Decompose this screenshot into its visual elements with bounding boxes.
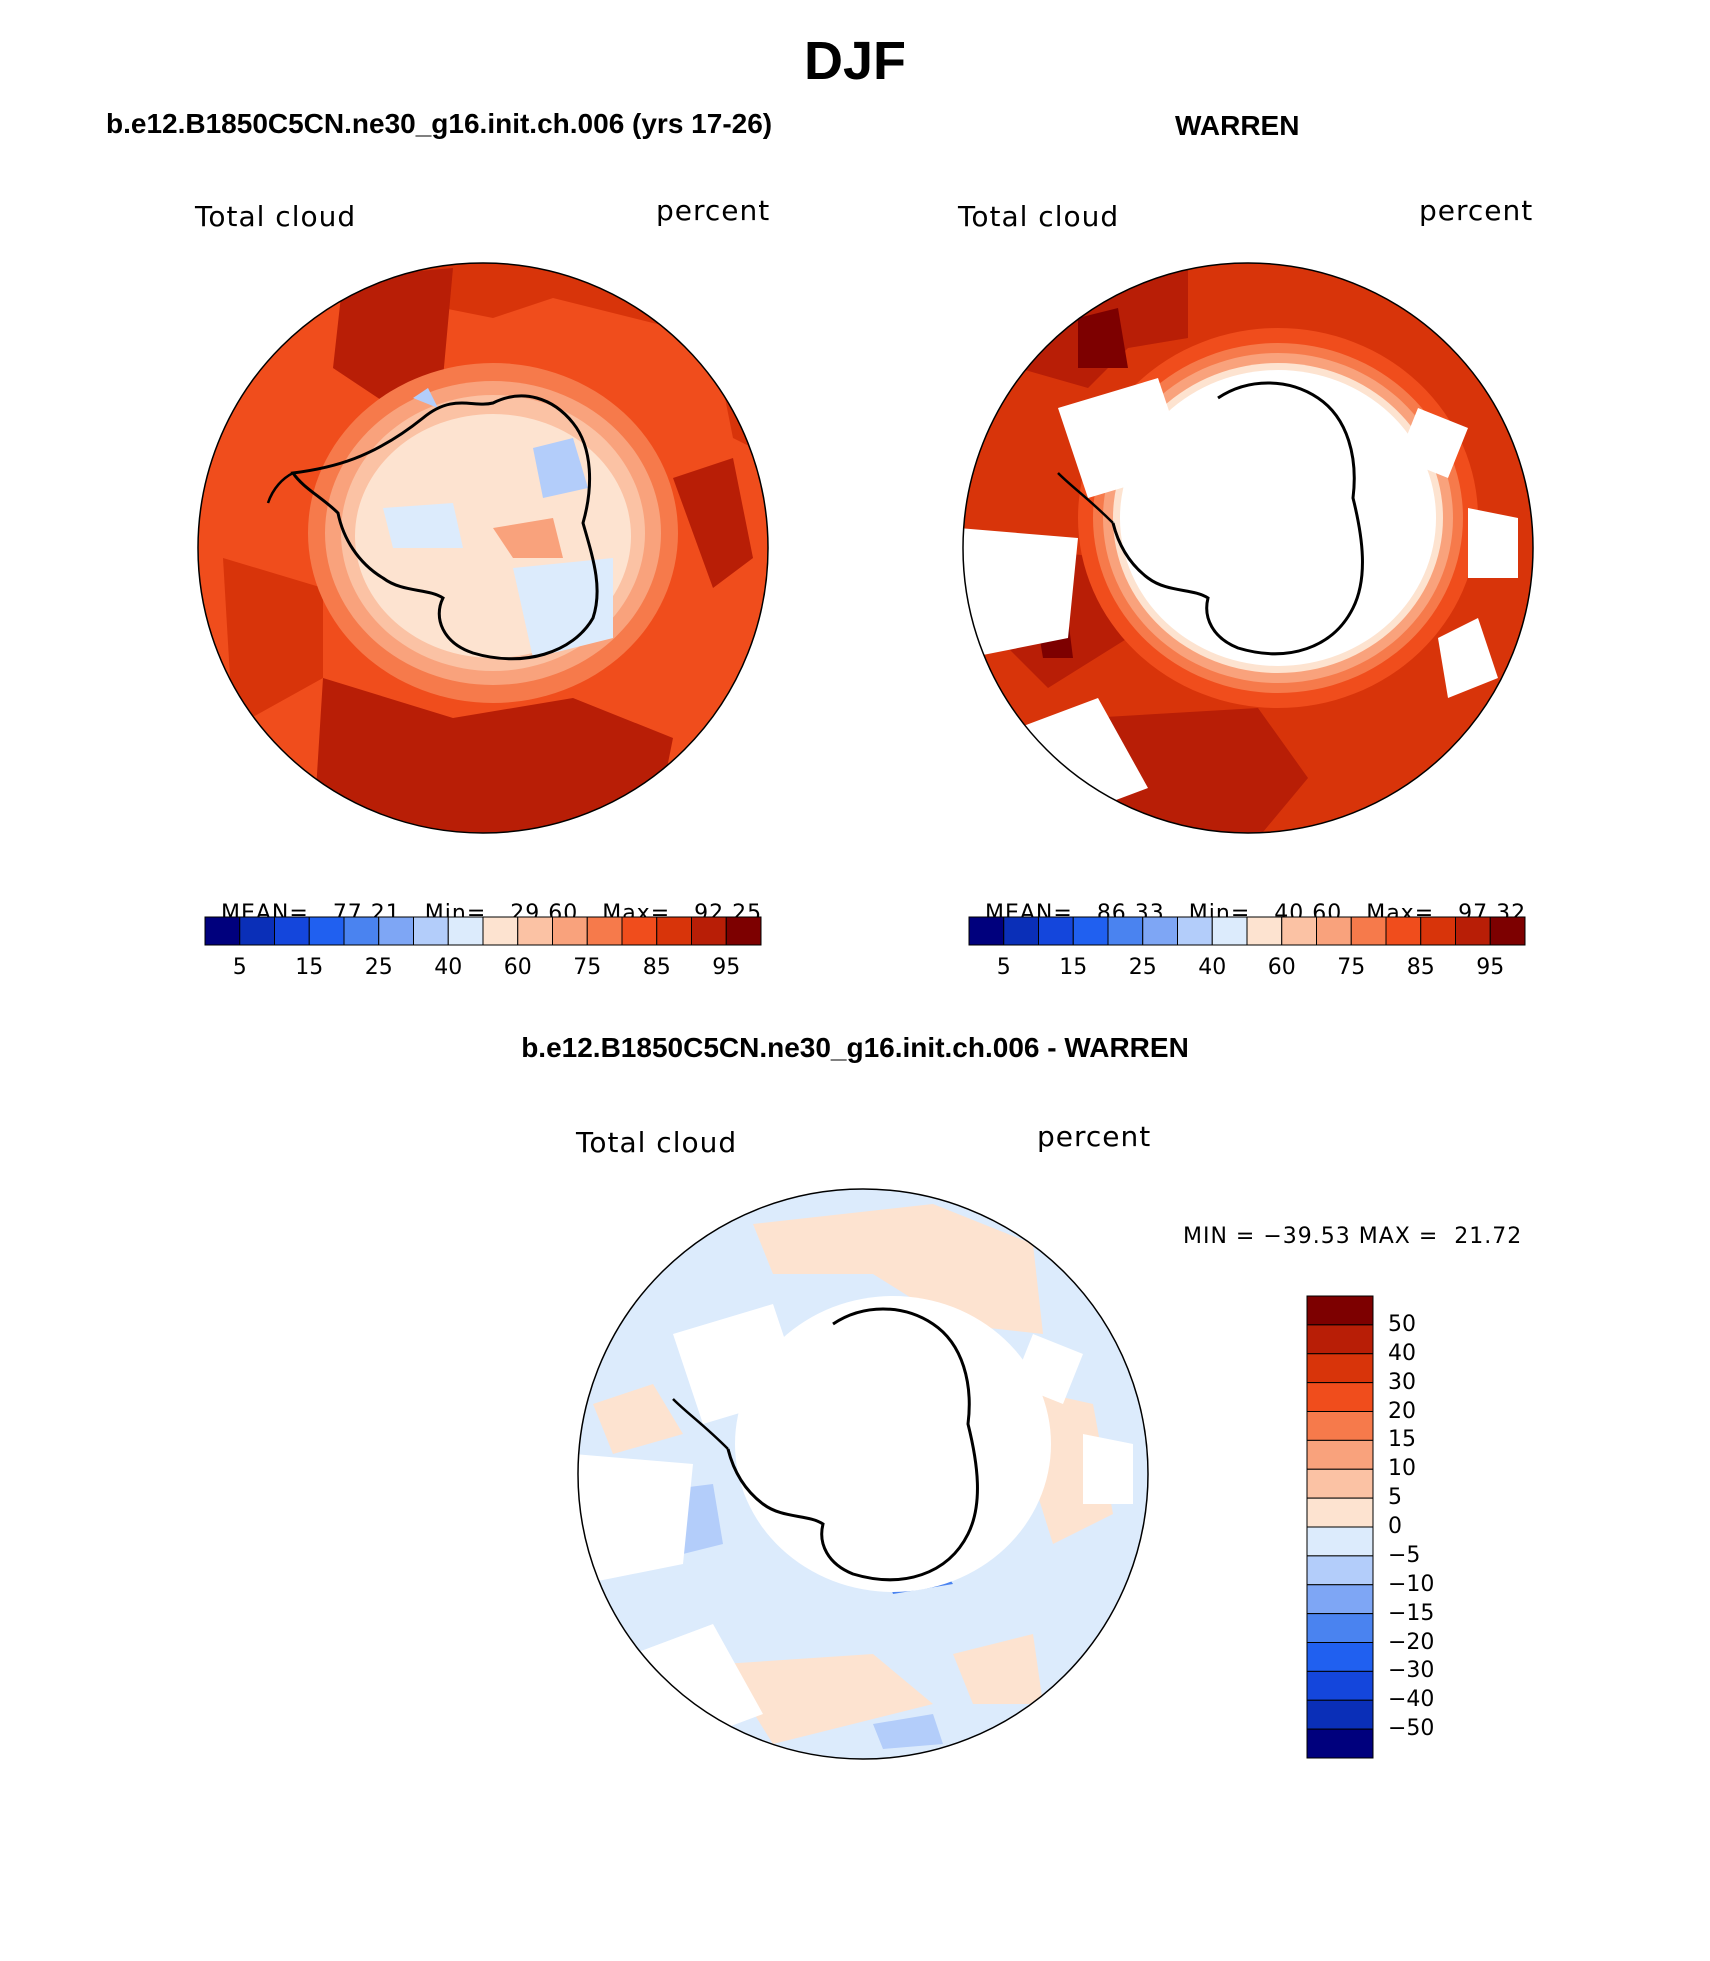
panel3-colorbar-tick-label: −15 bbox=[1388, 1600, 1435, 1626]
panel3-colorbar-ticks: 50 40 30 20 15 10 5 0 −5 −10 −15 −20 −30 −40 −50 bbox=[1384, 1295, 1474, 1759]
panel3-colorbar-tick-label: −10 bbox=[1388, 1571, 1435, 1597]
panel1-colorbar-swatch bbox=[413, 916, 449, 946]
panel3-colorbar-tick-label: 5 bbox=[1388, 1485, 1402, 1511]
panel1-colorbar-swatch bbox=[274, 916, 310, 946]
panel1-title: b.e12.B1850C5CN.ne30_g16.init.ch.006 (yr… bbox=[106, 108, 773, 139]
panel3-colorbar-swatch bbox=[1306, 1382, 1374, 1412]
panel2-colorbar-swatch bbox=[1316, 916, 1352, 946]
panel3-stats: MIN = −39.53 MAX = 21.72 bbox=[1183, 1224, 1523, 1249]
panel1-colorbar-tick-label: 75 bbox=[573, 955, 602, 980]
panel1-colorbar-tick-label: 60 bbox=[503, 955, 532, 980]
panel2-colorbar-swatch bbox=[1246, 916, 1283, 946]
figure-title: DJF bbox=[803, 31, 906, 91]
panel3-colorbar-swatch bbox=[1306, 1468, 1374, 1499]
panel2-colorbar-tick-label: 85 bbox=[1406, 955, 1435, 980]
panel2-colorbar-swatch bbox=[1455, 916, 1491, 946]
panel3-colorbar-tick-label: 10 bbox=[1388, 1456, 1416, 1482]
panel2-units-label: percent bbox=[1419, 194, 1534, 227]
panel1-colorbar-tick-label: 95 bbox=[712, 955, 741, 980]
panel3-colorbar-tick-label: −5 bbox=[1388, 1542, 1421, 1568]
panel1-colorbar-swatch bbox=[586, 916, 623, 946]
panel1-colorbar-tick-label: 85 bbox=[642, 955, 671, 980]
panel2-colorbar-tick-label: 75 bbox=[1337, 955, 1366, 980]
panel3-colorbar-tick-label: 40 bbox=[1388, 1340, 1416, 1366]
panel3-colorbar-tick-label: −50 bbox=[1388, 1716, 1435, 1742]
panel1-colorbar-swatch bbox=[447, 916, 484, 946]
panel1-colorbar-swatch bbox=[725, 916, 762, 946]
panel2-colorbar-swatch bbox=[1142, 916, 1178, 946]
panel2-colorbar bbox=[968, 916, 1526, 946]
panel3-colorbar bbox=[1306, 1295, 1374, 1759]
panel1-colorbar-swatch bbox=[239, 916, 275, 946]
panel2-colorbar-tick-label: 25 bbox=[1128, 955, 1157, 980]
panel2-colorbar-tick-label: 15 bbox=[1059, 955, 1088, 980]
panel3-colorbar-swatch bbox=[1306, 1497, 1374, 1528]
panel2-colorbar-swatch bbox=[968, 916, 1005, 946]
panel3-title: b.e12.B1850C5CN.ne30_g16.init.ch.006 - W… bbox=[521, 1032, 1189, 1063]
panel3-colorbar-swatch bbox=[1306, 1295, 1374, 1326]
panel3-colorbar-tick-label: −30 bbox=[1388, 1658, 1435, 1684]
panel2-colorbar-tick-label: 5 bbox=[996, 955, 1011, 980]
panel3-colorbar-swatch bbox=[1306, 1526, 1374, 1557]
panel3-units-label: percent bbox=[1037, 1120, 1152, 1153]
panel2-colorbar-swatch bbox=[1107, 916, 1144, 946]
panel3-colorbar-tick-label: 30 bbox=[1388, 1369, 1416, 1395]
panel2-colorbar-ticks: 5 15 25 40 60 75 85 95 bbox=[968, 955, 1526, 985]
panel2-colorbar-swatch bbox=[1489, 916, 1526, 946]
panel1-colorbar-swatch bbox=[621, 916, 658, 946]
panel3-colorbar-tick-label: −20 bbox=[1388, 1629, 1435, 1655]
panel1-colorbar-tick-label: 5 bbox=[232, 955, 247, 980]
panel3-colorbar-swatch bbox=[1306, 1411, 1374, 1441]
panel1-colorbar-swatch bbox=[517, 916, 553, 946]
panel2-colorbar-swatch bbox=[1003, 916, 1039, 946]
panel2-title: WARREN bbox=[1175, 110, 1300, 141]
panel1-colorbar-tick-label: 15 bbox=[295, 955, 324, 980]
panel1-colorbar-swatch bbox=[343, 916, 380, 946]
panel3-map bbox=[577, 1188, 1149, 1760]
panel3-colorbar-swatch bbox=[1306, 1555, 1374, 1586]
panel3-colorbar-swatch bbox=[1306, 1324, 1374, 1355]
panel2-colorbar-swatch bbox=[1177, 916, 1213, 946]
panel1-colorbar-tick-label: 25 bbox=[364, 955, 393, 980]
panel2-colorbar-swatch bbox=[1350, 916, 1387, 946]
panel3-colorbar-swatch bbox=[1306, 1353, 1374, 1384]
panel3-colorbar-swatch bbox=[1306, 1670, 1374, 1701]
panel3-colorbar-tick-label: 20 bbox=[1388, 1398, 1416, 1424]
panel3-colorbar-tick-label: −40 bbox=[1388, 1687, 1435, 1713]
panel2-colorbar-swatch bbox=[1038, 916, 1074, 946]
panel3-colorbar-tick-label: 0 bbox=[1388, 1514, 1402, 1539]
panel3-variable-label: Total cloud bbox=[576, 1126, 738, 1159]
panel3-colorbar-swatch bbox=[1306, 1439, 1374, 1470]
panel2-colorbar-swatch bbox=[1281, 916, 1317, 946]
panel1-colorbar-swatch bbox=[691, 916, 727, 946]
panel2-map bbox=[962, 262, 1534, 834]
panel3-colorbar-swatch bbox=[1306, 1699, 1374, 1730]
panel1-variable-label: Total cloud bbox=[195, 200, 357, 233]
panel1-colorbar-tick-label: 40 bbox=[434, 955, 463, 980]
panel1-colorbar-swatch bbox=[482, 916, 519, 946]
panel3-colorbar-swatch bbox=[1306, 1613, 1374, 1643]
panel2-colorbar-tick-label: 60 bbox=[1267, 955, 1296, 980]
panel1-map bbox=[197, 262, 769, 834]
panel1-colorbar-swatch bbox=[552, 916, 588, 946]
panel2-colorbar-swatch bbox=[1385, 916, 1422, 946]
panel3-colorbar-swatch bbox=[1306, 1728, 1374, 1759]
panel2-colorbar-swatch bbox=[1072, 916, 1109, 946]
panel2-variable-label: Total cloud bbox=[958, 200, 1120, 233]
panel1-colorbar-swatch bbox=[378, 916, 414, 946]
panel1-colorbar-swatch bbox=[308, 916, 345, 946]
panel2-colorbar-tick-label: 40 bbox=[1198, 955, 1227, 980]
panel1-units-label: percent bbox=[656, 194, 771, 227]
panel1-colorbar bbox=[204, 916, 762, 946]
panel2-colorbar-tick-label: 95 bbox=[1476, 955, 1505, 980]
panel3-colorbar-tick-label: 15 bbox=[1388, 1427, 1416, 1453]
panel1-colorbar-swatch bbox=[204, 916, 241, 946]
panel2-colorbar-swatch bbox=[1420, 916, 1456, 946]
panel1-colorbar-swatch bbox=[656, 916, 692, 946]
panel2-colorbar-swatch bbox=[1211, 916, 1248, 946]
panel3-colorbar-tick-label: 50 bbox=[1388, 1311, 1416, 1337]
panel1-colorbar-ticks: 5 15 25 40 60 75 85 95 bbox=[204, 955, 762, 985]
panel3-colorbar-swatch bbox=[1306, 1584, 1374, 1615]
panel3-colorbar-swatch bbox=[1306, 1642, 1374, 1672]
